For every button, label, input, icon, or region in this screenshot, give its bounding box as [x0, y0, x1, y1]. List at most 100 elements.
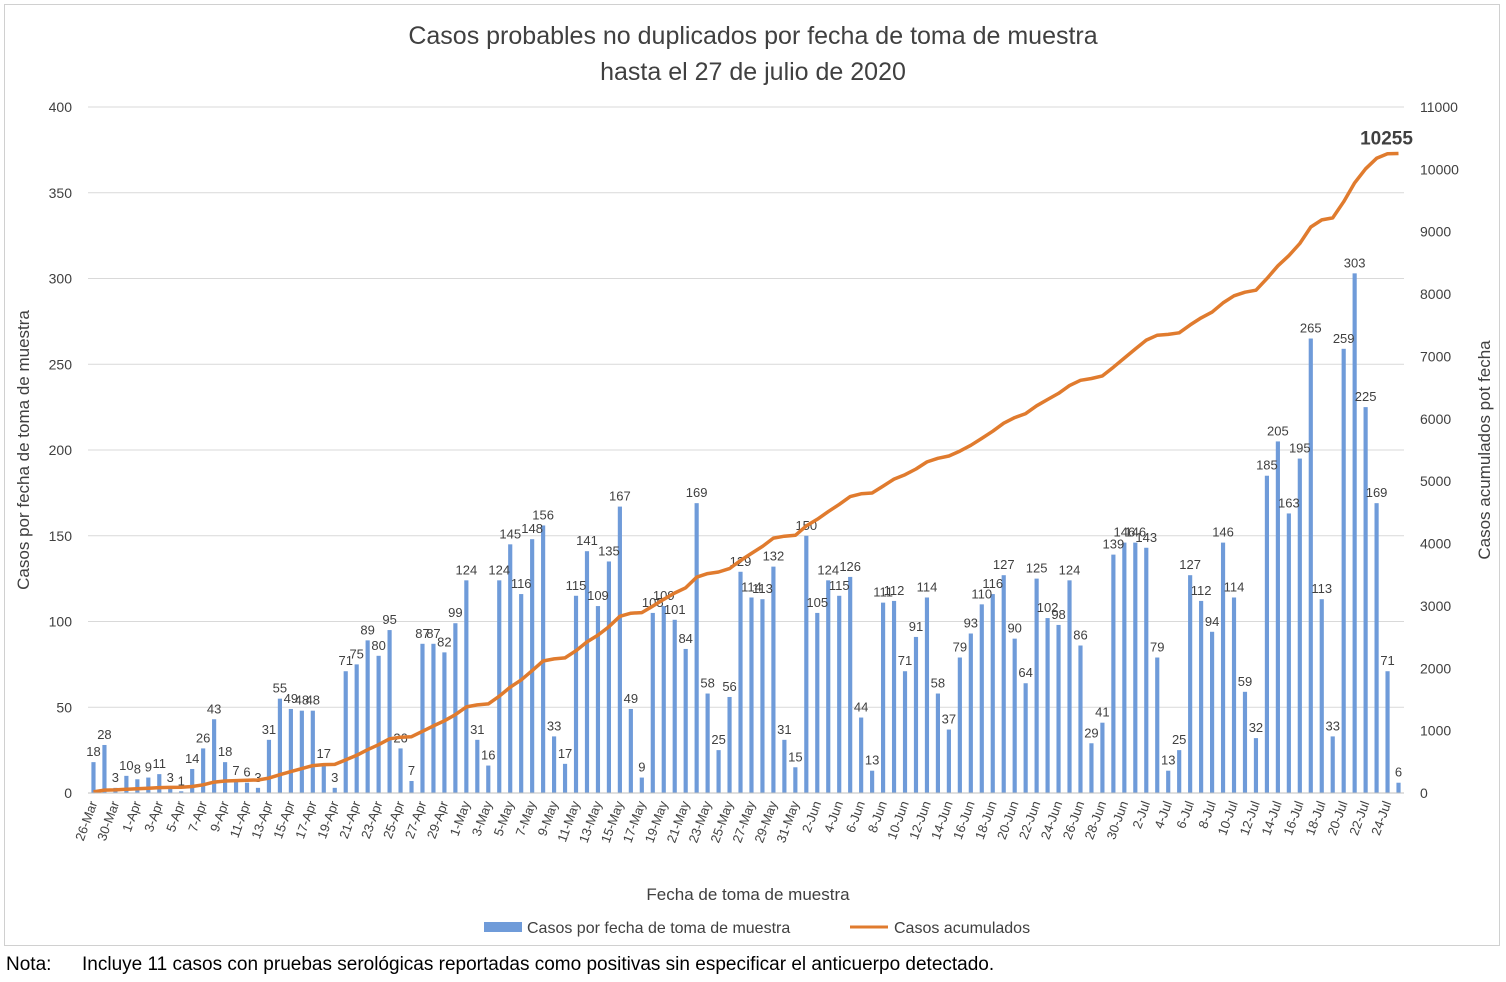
x-tick-label: 2-Jul: [1129, 799, 1153, 831]
bar: [299, 710, 304, 793]
bar-value-label: 16: [481, 748, 495, 763]
bar: [157, 774, 162, 793]
bar: [628, 708, 633, 793]
y-right-tick-label: 4000: [1420, 536, 1451, 552]
bar: [1286, 513, 1291, 793]
bar-value-label: 102: [1037, 600, 1059, 615]
bar-value-label: 25: [711, 732, 725, 747]
bar-value-label: 29: [1084, 725, 1098, 740]
bar-value-label: 94: [1205, 614, 1219, 629]
bar-value-label: 126: [839, 559, 861, 574]
bar-value-label: 44: [854, 700, 868, 715]
bar-value-label: 127: [993, 557, 1015, 572]
y-right-tick-label: 11000: [1420, 99, 1458, 115]
y-left-tick-label: 300: [49, 271, 73, 287]
bar: [694, 503, 699, 793]
bar-value-label: 10: [119, 758, 133, 773]
bar-value-label: 113: [1311, 581, 1332, 596]
bar-value-label: 90: [1007, 621, 1021, 636]
chart: Casos probables no duplicados por fecha …: [14, 22, 1494, 937]
bar-value-label: 87: [426, 626, 440, 641]
chart-title-line2: hasta el 27 de julio de 2020: [600, 58, 906, 86]
bar: [1166, 770, 1171, 793]
bar: [672, 619, 677, 793]
bar-value-label: 95: [382, 612, 396, 627]
bar: [771, 566, 776, 793]
y-right-tick-label: 5000: [1420, 473, 1451, 489]
bar: [387, 630, 392, 793]
bar: [837, 595, 842, 793]
bar: [1374, 503, 1379, 793]
bar: [815, 612, 820, 793]
bar: [639, 777, 644, 793]
bar-value-label: 195: [1289, 441, 1311, 456]
bar: [1330, 736, 1335, 793]
bar: [924, 597, 930, 793]
bar-value-label: 116: [982, 576, 1003, 591]
bar: [946, 729, 951, 793]
bar-value-label: 6: [243, 765, 250, 780]
bar: [1067, 580, 1072, 793]
bar-value-label: 141: [576, 533, 598, 548]
bar: [1209, 631, 1215, 793]
bar-value-label: 9: [638, 760, 645, 775]
bar-value-label: 33: [1325, 718, 1339, 733]
bar-value-label: 185: [1256, 458, 1278, 473]
bar: [1144, 547, 1149, 793]
bar: [804, 535, 809, 793]
bar-value-label: 91: [909, 619, 923, 634]
bar: [310, 710, 315, 793]
bar: [1341, 348, 1346, 793]
bar: [617, 506, 622, 793]
bar-value-label: 64: [1018, 665, 1032, 680]
bar: [1056, 624, 1061, 793]
bar-value-label: 3: [112, 770, 119, 785]
bar-value-label: 49: [624, 691, 638, 706]
x-tick-label: 6-Jul: [1173, 799, 1197, 831]
y-axis-right-title: Casos acumulados pot fecha: [1475, 340, 1494, 560]
bar: [453, 623, 458, 793]
bar-value-label: 146: [1124, 525, 1146, 540]
bar-value-label: 25: [1172, 732, 1186, 747]
bar: [475, 739, 480, 793]
bar-value-label: 15: [788, 749, 802, 764]
bar: [354, 664, 359, 793]
gridlines: [88, 106, 1404, 708]
bar: [343, 671, 348, 793]
bar-value-label: 7: [232, 763, 239, 778]
bar: [979, 604, 984, 793]
bar-value-label: 43: [207, 701, 221, 716]
bar: [146, 777, 151, 793]
bar-value-label: 89: [360, 622, 374, 637]
bar: [859, 717, 864, 793]
bar: [880, 602, 886, 793]
y-right-tick-label: 10000: [1420, 161, 1459, 177]
bar: [1012, 638, 1017, 793]
bar: [486, 765, 491, 793]
footnote-text: Incluye 11 casos con pruebas serológicas…: [82, 954, 995, 975]
bar-value-label: 109: [653, 588, 675, 603]
bar: [201, 748, 206, 793]
bar: [1155, 657, 1160, 793]
bar-value-label: 99: [448, 605, 462, 620]
bar: [409, 780, 414, 793]
bar: [760, 599, 765, 793]
bar-value-label: 105: [806, 595, 828, 610]
bar-value-label: 143: [1135, 530, 1157, 545]
y-right-tick-label: 1000: [1420, 723, 1451, 739]
bar-value-label: 37: [942, 712, 956, 727]
bar: [1264, 475, 1270, 793]
bar: [1078, 645, 1083, 793]
bar-value-label: 98: [1051, 607, 1065, 622]
bar-value-label: 17: [558, 746, 572, 761]
bar-value-label: 124: [817, 562, 839, 577]
bar-value-label: 41: [1095, 705, 1109, 720]
bar: [1045, 618, 1050, 793]
bar-value-label: 125: [1026, 561, 1048, 576]
bar: [266, 739, 272, 793]
bar-value-label: 139: [1103, 537, 1125, 552]
bar-value-label: 31: [777, 722, 791, 737]
bar: [727, 696, 732, 793]
bar-value-label: 303: [1344, 255, 1366, 270]
